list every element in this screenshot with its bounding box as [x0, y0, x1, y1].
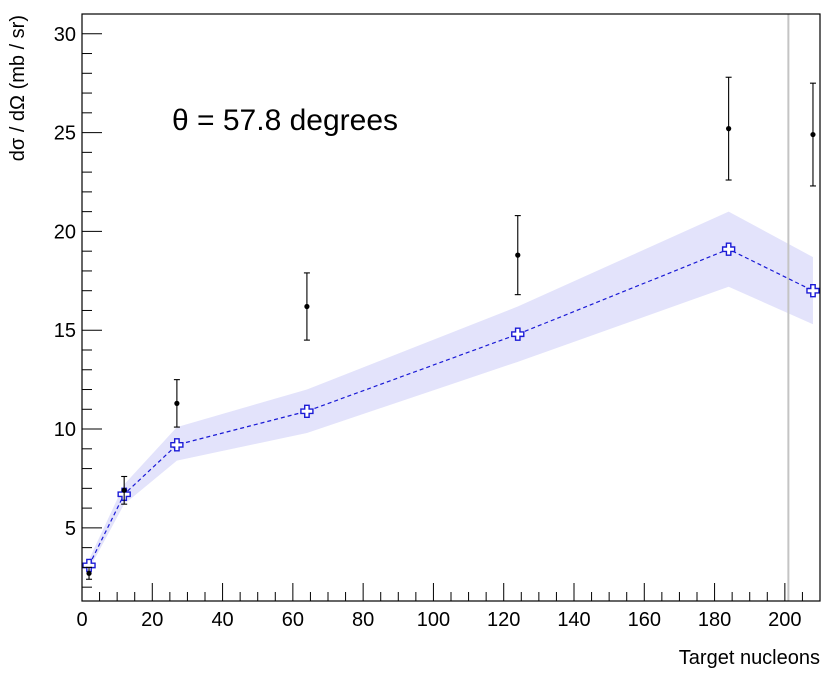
x-tick-label: 40 — [211, 609, 233, 631]
model-point — [721, 242, 736, 256]
data-point — [121, 487, 127, 493]
data-point — [174, 400, 180, 406]
x-axis-title: Target nucleons — [679, 647, 820, 669]
y-axis-title: dσ / dΩ (mb / sr) — [7, 15, 29, 161]
data-point — [810, 131, 816, 138]
x-tick-label: 60 — [282, 609, 304, 631]
y-tick-label: 10 — [54, 419, 76, 441]
x-tick-label: 20 — [141, 609, 163, 631]
y-tick-label: 20 — [54, 221, 76, 243]
x-tick-label: 0 — [76, 609, 87, 631]
x-tick-label: 80 — [352, 609, 374, 631]
x-tick-label: 180 — [698, 609, 731, 631]
model-point — [82, 558, 96, 573]
x-tick-label: 200 — [768, 609, 801, 631]
model-point — [806, 284, 820, 298]
y-tick-label: 30 — [54, 24, 76, 46]
y-tick-label: 25 — [54, 123, 76, 145]
model-uncertainty-band — [89, 211, 813, 570]
data-point — [515, 252, 521, 258]
x-tick-label: 120 — [487, 609, 520, 631]
uncertainty-band-layer — [89, 211, 813, 570]
plot-background — [82, 14, 820, 601]
data-point — [304, 303, 310, 310]
annotation-label: θ = 57.8 degrees — [172, 104, 398, 137]
x-tick-label: 100 — [417, 609, 450, 631]
data-point — [86, 570, 92, 576]
x-axis-ticks: 0 20 40 60 80 100 120 140 160 180 200 — [76, 583, 821, 631]
x-tick-label: 140 — [557, 609, 590, 631]
x-tick-label: 160 — [628, 609, 661, 631]
model-point — [511, 327, 525, 341]
y-tick-label: 5 — [65, 518, 76, 540]
y-tick-label: 15 — [54, 320, 76, 342]
y-axis-ticks: 5 10 15 20 25 30 — [54, 13, 102, 588]
model-point — [300, 404, 314, 418]
data-point — [726, 126, 732, 132]
model-point — [170, 438, 184, 452]
